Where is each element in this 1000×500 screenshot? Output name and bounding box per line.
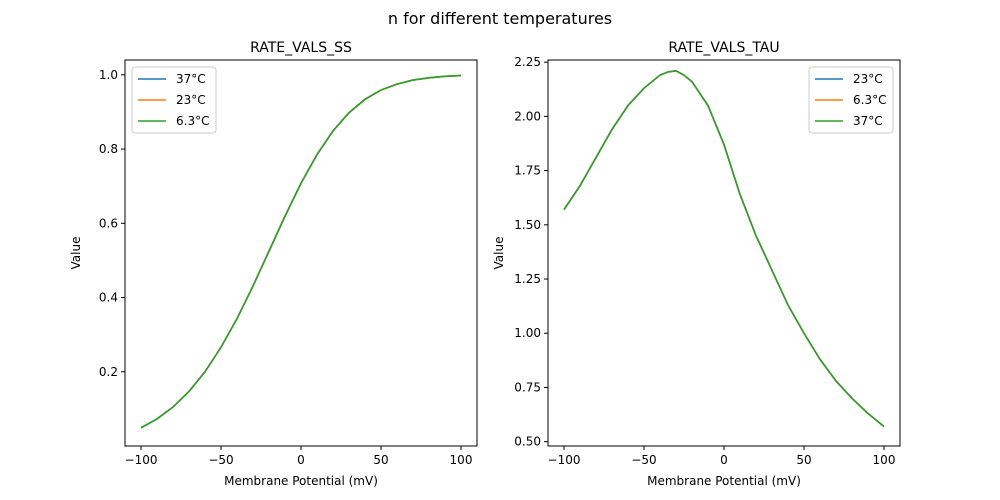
figure-suptitle: n for different temperatures (388, 9, 612, 28)
legend: 37°C 23°C 6.3°C (131, 66, 217, 134)
x-tick-label: 0 (720, 453, 728, 467)
y-tick-label: 1.0 (99, 68, 118, 82)
x-tick-label: 0 (297, 453, 305, 467)
y-tick-label: 2.00 (514, 109, 541, 123)
legend-entry: 37°C (853, 114, 883, 128)
series-lines (563, 70, 885, 428)
x-axis-label: Membrane Potential (mV) (647, 474, 801, 488)
subplot-rate-vals-ss: RATE_VALS_SS −100 −50 0 50 100 0.2 0.4 0.6 0.8 1.0… (69, 40, 478, 488)
x-tick-label: −50 (208, 453, 233, 467)
y-axis-label: Value (69, 237, 83, 270)
y-tick-label: 1.50 (514, 218, 541, 232)
subplot-title: RATE_VALS_TAU (668, 40, 779, 56)
x-tick-label: −100 (548, 453, 581, 467)
legend-entry: 6.3°C (176, 114, 209, 128)
y-tick-label: 0.2 (99, 365, 118, 379)
x-tick-label: 50 (373, 453, 388, 467)
y-tick-label: 1.75 (514, 164, 541, 178)
x-tick-label: 50 (796, 453, 811, 467)
x-tick-label: 100 (450, 453, 473, 467)
legend-entry: 6.3°C (853, 93, 886, 107)
legend-box (131, 66, 217, 134)
y-tick-label: 2.25 (514, 55, 541, 69)
x-tick-label: −50 (631, 453, 656, 467)
series-lines (140, 74, 462, 429)
y-axis-label: Value (492, 237, 506, 270)
y-tick-label: 0.75 (514, 380, 541, 394)
x-tick-label: −100 (125, 453, 158, 467)
subplot-title: RATE_VALS_SS (250, 40, 352, 56)
series-line-2 (563, 70, 885, 428)
y-tick-label: 0.50 (514, 435, 541, 449)
y-tick-label: 0.4 (99, 291, 118, 305)
y-tick-label: 0.6 (99, 216, 118, 230)
legend-entry: 37°C (176, 72, 206, 86)
y-tick-label: 1.25 (514, 272, 541, 286)
y-tick-label: 0.8 (99, 142, 118, 156)
legend-box (808, 66, 894, 134)
x-tick-label: 100 (873, 453, 896, 467)
legend-entry: 23°C (176, 93, 206, 107)
x-axis-label: Membrane Potential (mV) (224, 474, 378, 488)
legend: 23°C 6.3°C 37°C (808, 66, 894, 134)
y-tick-label: 1.00 (514, 326, 541, 340)
legend-entry: 23°C (853, 72, 883, 86)
subplot-rate-vals-tau: RATE_VALS_TAU −100 −50 0 50 100 0.50 0.75 1.00 1.… (492, 40, 901, 488)
series-line-2 (140, 74, 462, 429)
